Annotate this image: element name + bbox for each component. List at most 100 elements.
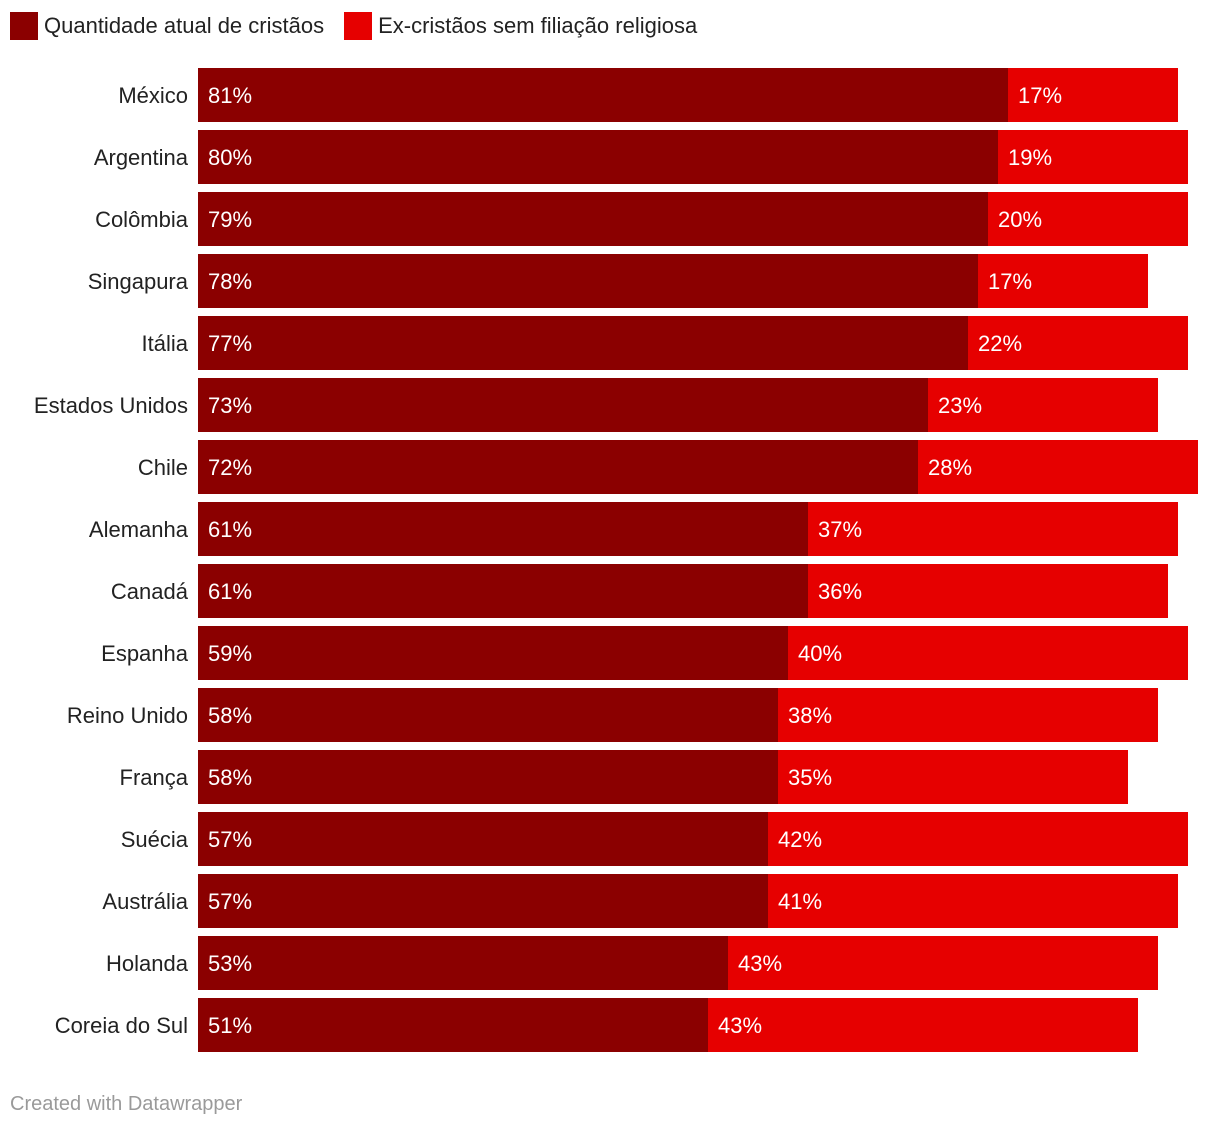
category-label: Alemanha — [89, 517, 189, 542]
bar-ex-christians[interactable] — [988, 192, 1188, 246]
value-label-current-christians: 57% — [208, 827, 252, 852]
bar-ex-christians[interactable] — [1008, 68, 1178, 122]
category-label: Coreia do Sul — [55, 1013, 188, 1038]
bar-current-christians[interactable] — [198, 502, 808, 556]
value-label-ex-christians: 40% — [798, 641, 842, 666]
value-label-current-christians: 57% — [208, 889, 252, 914]
value-label-current-christians: 51% — [208, 1013, 252, 1038]
value-label-ex-christians: 28% — [928, 455, 972, 480]
category-label: Argentina — [94, 145, 189, 170]
value-label-ex-christians: 17% — [1018, 83, 1062, 108]
bar-current-christians[interactable] — [198, 440, 918, 494]
category-label: Austrália — [102, 889, 188, 914]
legend-swatch-ex-christians — [344, 12, 373, 40]
bar-row: Colômbia 79% 20% — [95, 192, 1188, 246]
bar-current-christians[interactable] — [198, 936, 728, 990]
bar-ex-christians[interactable] — [808, 502, 1178, 556]
bar-row: Estados Unidos 73% 23% — [34, 378, 1158, 432]
bar-row: Coreia do Sul 51% 43% — [55, 998, 1138, 1052]
bar-current-christians[interactable] — [198, 68, 1008, 122]
bar-ex-christians[interactable] — [768, 874, 1178, 928]
bar-current-christians[interactable] — [198, 688, 778, 742]
bar-ex-christians[interactable] — [708, 998, 1138, 1052]
bar-current-christians[interactable] — [198, 626, 788, 680]
category-label: Espanha — [101, 641, 189, 666]
bar-ex-christians[interactable] — [778, 750, 1128, 804]
value-label-current-christians: 53% — [208, 951, 252, 976]
bar-current-christians[interactable] — [198, 192, 988, 246]
value-label-ex-christians: 38% — [788, 703, 832, 728]
chart-legend: Quantidade atual de cristãos Ex-cristãos… — [10, 12, 717, 40]
bar-current-christians[interactable] — [198, 378, 928, 432]
bar-row: Holanda 53% 43% — [106, 936, 1158, 990]
category-label: Itália — [142, 331, 189, 356]
bar-row: Chile 72% 28% — [138, 440, 1198, 494]
bar-row: México 81% 17% — [118, 68, 1178, 122]
bar-row: Singapura 78% 17% — [88, 254, 1148, 308]
bar-ex-christians[interactable] — [728, 936, 1158, 990]
value-label-current-christians: 59% — [208, 641, 252, 666]
bar-current-christians[interactable] — [198, 998, 708, 1052]
bar-current-christians[interactable] — [198, 812, 768, 866]
value-label-ex-christians: 35% — [788, 765, 832, 790]
value-label-ex-christians: 22% — [978, 331, 1022, 356]
bar-ex-christians[interactable] — [978, 254, 1148, 308]
bar-current-christians[interactable] — [198, 564, 808, 618]
value-label-ex-christians: 19% — [1008, 145, 1052, 170]
category-label: México — [118, 83, 188, 108]
bar-row: França 58% 35% — [120, 750, 1128, 804]
value-label-ex-christians: 17% — [988, 269, 1032, 294]
bar-row: Argentina 80% 19% — [94, 130, 1188, 184]
bar-ex-christians[interactable] — [918, 440, 1198, 494]
value-label-current-christians: 78% — [208, 269, 252, 294]
legend-item-ex-christians: Ex-cristãos sem filiação religiosa — [344, 12, 697, 40]
value-label-current-christians: 58% — [208, 703, 252, 728]
value-label-current-christians: 77% — [208, 331, 252, 356]
value-label-ex-christians: 43% — [718, 1013, 762, 1038]
value-label-ex-christians: 41% — [778, 889, 822, 914]
category-label: Canadá — [111, 579, 189, 604]
bar-current-christians[interactable] — [198, 254, 978, 308]
category-label: Estados Unidos — [34, 393, 188, 418]
bar-current-christians[interactable] — [198, 874, 768, 928]
value-label-current-christians: 81% — [208, 83, 252, 108]
bar-ex-christians[interactable] — [928, 378, 1158, 432]
value-label-current-christians: 58% — [208, 765, 252, 790]
bar-row: Suécia 57% 42% — [121, 812, 1188, 866]
bar-ex-christians[interactable] — [768, 812, 1188, 866]
value-label-ex-christians: 36% — [818, 579, 862, 604]
bar-current-christians[interactable] — [198, 750, 778, 804]
value-label-ex-christians: 42% — [778, 827, 822, 852]
bar-current-christians[interactable] — [198, 130, 998, 184]
value-label-ex-christians: 43% — [738, 951, 782, 976]
value-label-ex-christians: 23% — [938, 393, 982, 418]
bar-ex-christians[interactable] — [998, 130, 1188, 184]
value-label-current-christians: 80% — [208, 145, 252, 170]
bar-ex-christians[interactable] — [778, 688, 1158, 742]
value-label-current-christians: 73% — [208, 393, 252, 418]
value-label-current-christians: 61% — [208, 517, 252, 542]
legend-item-current-christians: Quantidade atual de cristãos — [10, 12, 324, 40]
value-label-current-christians: 72% — [208, 455, 252, 480]
bar-ex-christians[interactable] — [968, 316, 1188, 370]
value-label-ex-christians: 37% — [818, 517, 862, 542]
value-label-current-christians: 79% — [208, 207, 252, 232]
bar-row: Canadá 61% 36% — [111, 564, 1168, 618]
category-label: França — [120, 765, 189, 790]
bar-row: Alemanha 61% 37% — [89, 502, 1178, 556]
category-label: Suécia — [121, 827, 189, 852]
bar-row: Reino Unido 58% 38% — [67, 688, 1158, 742]
bar-ex-christians[interactable] — [808, 564, 1168, 618]
bar-current-christians[interactable] — [198, 316, 968, 370]
legend-swatch-current-christians — [10, 12, 38, 40]
bar-ex-christians[interactable] — [788, 626, 1188, 680]
bar-row: Austrália 57% 41% — [102, 874, 1178, 928]
datawrapper-credit[interactable]: Created with Datawrapper — [10, 1093, 243, 1115]
value-label-current-christians: 61% — [208, 579, 252, 604]
category-label: Singapura — [88, 269, 189, 294]
bar-row: Itália 77% 22% — [142, 316, 1188, 370]
bar-row: Espanha 59% 40% — [101, 626, 1188, 680]
category-label: Colômbia — [95, 207, 189, 232]
value-label-ex-christians: 20% — [998, 207, 1042, 232]
